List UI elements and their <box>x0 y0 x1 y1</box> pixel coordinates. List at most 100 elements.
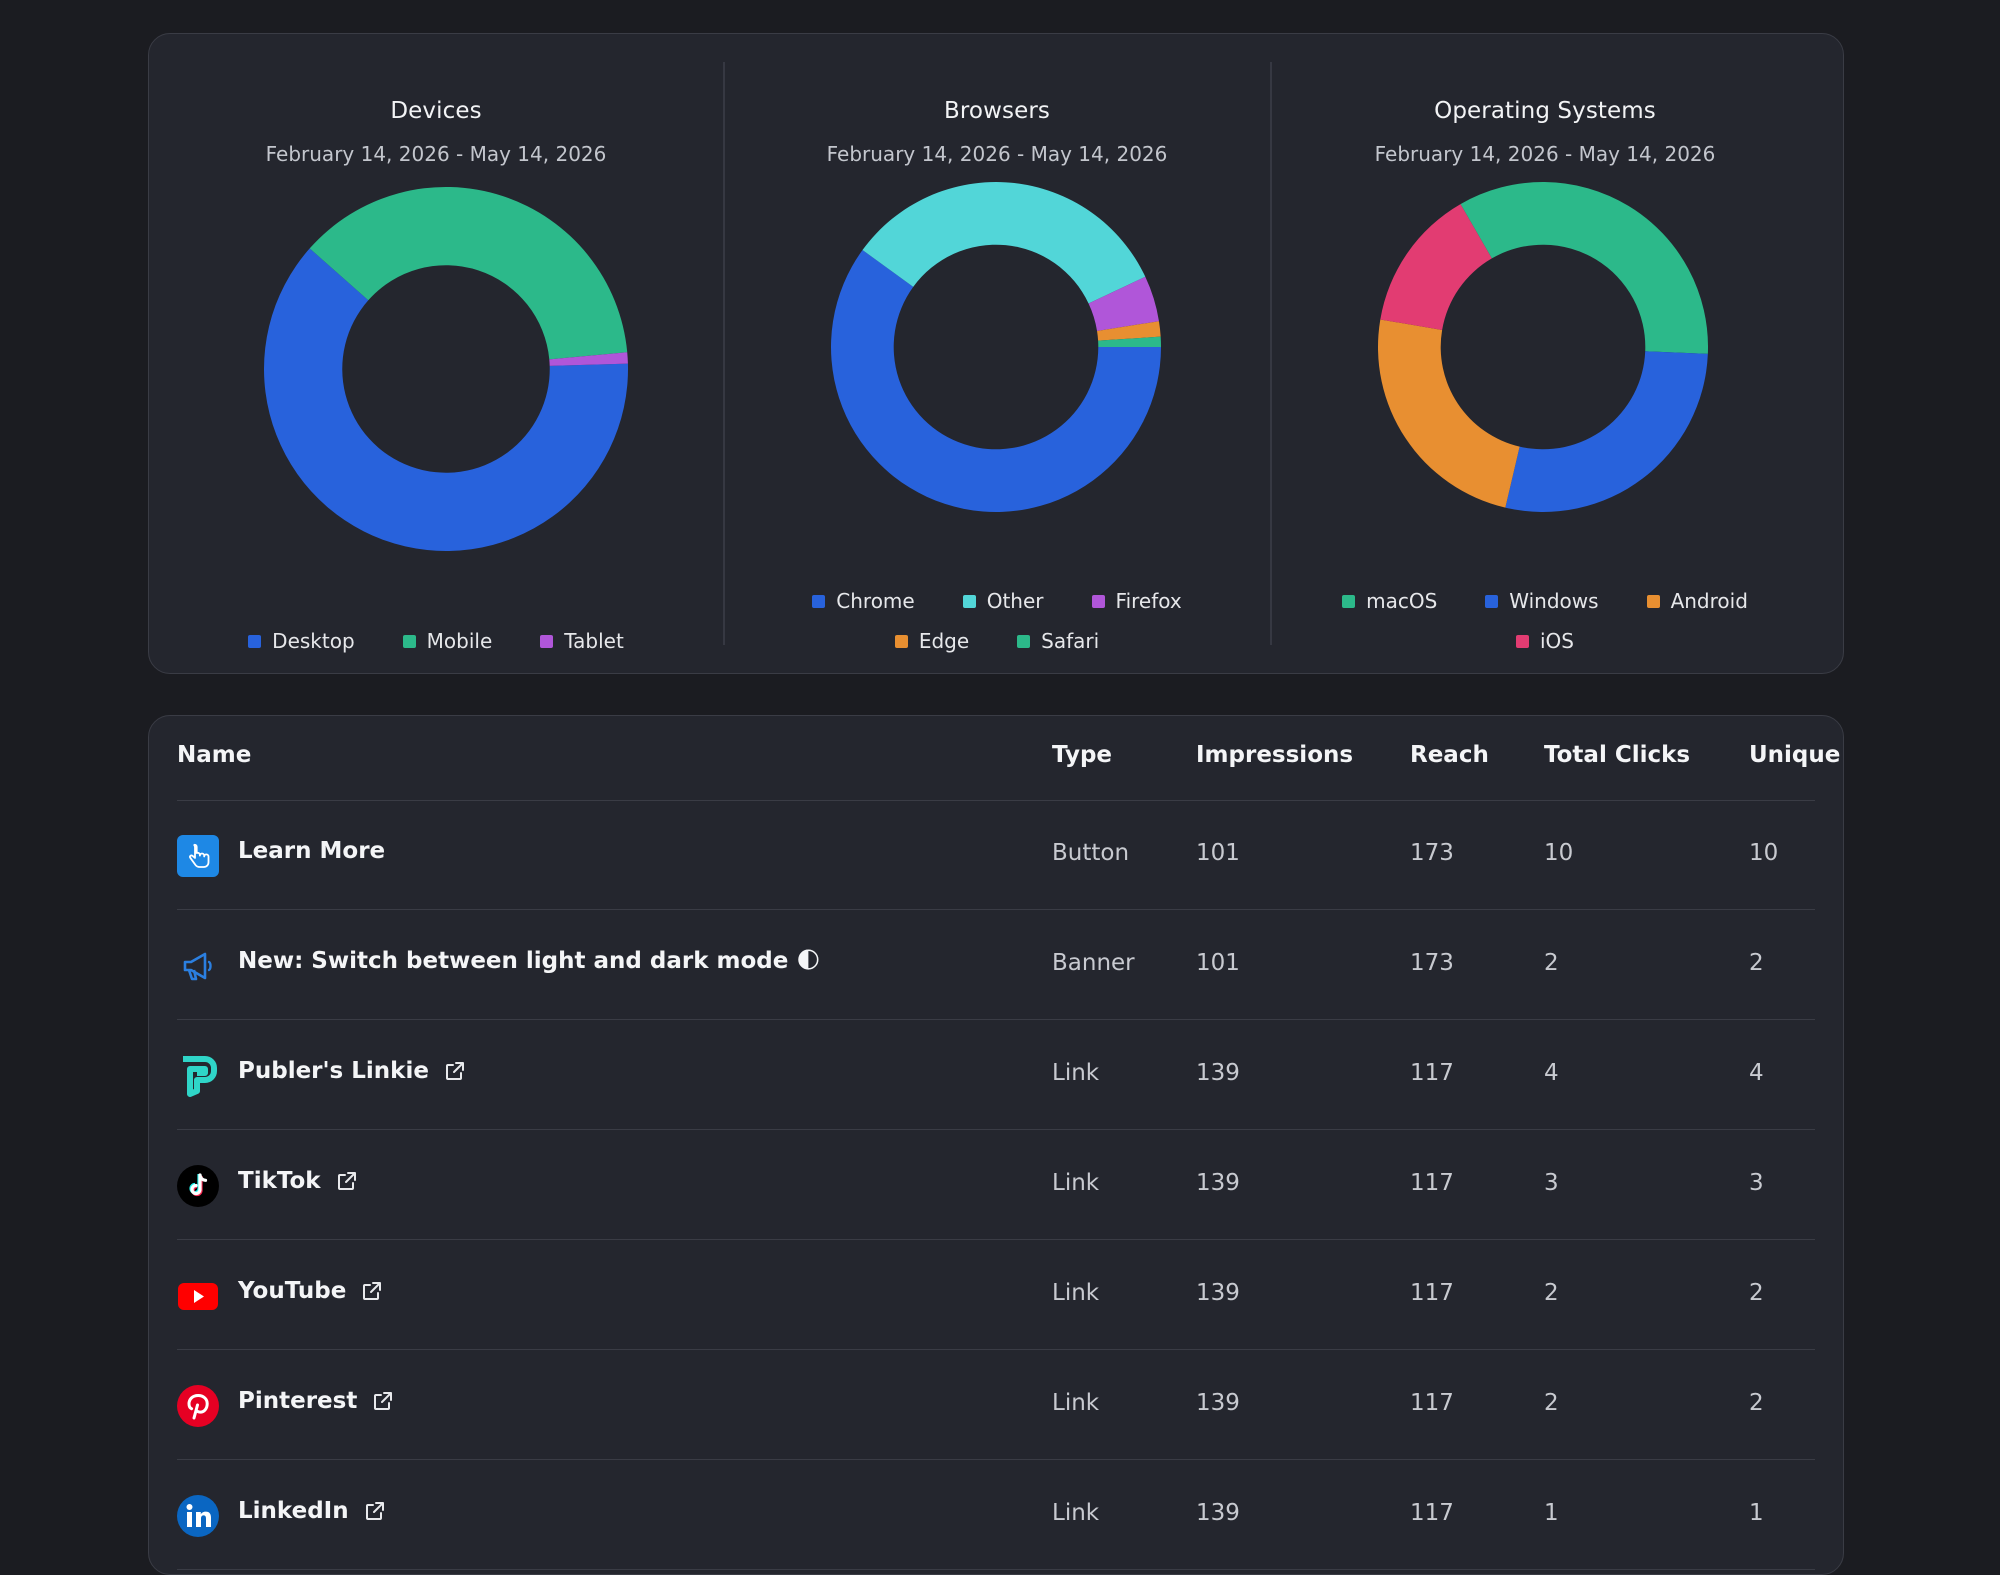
table-row[interactable]: Learn More Button 101 173 10 10 <box>177 800 1815 910</box>
tiktok-logo-icon <box>177 1165 219 1207</box>
row-name-label: Pinterest <box>238 1388 358 1414</box>
row-name-label: TikTok <box>238 1168 321 1194</box>
external-link-icon[interactable] <box>363 1499 387 1523</box>
legend-row: Desktop Mobile Tablet <box>149 629 723 653</box>
legend-label: Android <box>1670 589 1748 613</box>
column-header-impressions[interactable]: Impressions <box>1196 742 1354 768</box>
row-type: Link <box>1052 1170 1100 1196</box>
column-header-reach[interactable]: Reach <box>1410 742 1489 768</box>
legend-swatch <box>1485 594 1499 608</box>
legend-label: Safari <box>1041 629 1100 653</box>
legend-label: Desktop <box>272 629 355 653</box>
row-total-clicks: 2 <box>1544 950 1559 976</box>
os-legend: macOS Windows Android iOS <box>1271 589 1819 669</box>
external-link-icon[interactable] <box>335 1169 359 1193</box>
pinterest-logo-icon <box>177 1385 219 1427</box>
row-name-label: New: Switch between light and dark mode … <box>238 948 821 974</box>
donut-slice-android[interactable] <box>1378 319 1520 508</box>
legend-item-android[interactable]: Android <box>1646 589 1748 613</box>
row-name: Publer's Linkie <box>238 1058 467 1084</box>
donut-slice-mobile[interactable] <box>309 187 628 360</box>
legend-swatch <box>1017 634 1031 648</box>
table-row[interactable]: TikTok Link 139 117 3 3 <box>177 1130 1815 1240</box>
row-total-clicks: 2 <box>1544 1390 1559 1416</box>
legend-item-other[interactable]: Other <box>962 589 1044 613</box>
chart-date-range: February 14, 2026 - May 14, 2026 <box>265 142 607 166</box>
row-reach: 117 <box>1410 1390 1454 1416</box>
panel-divider <box>1270 62 1272 645</box>
donut-slice-windows[interactable] <box>1505 351 1708 512</box>
column-header-unique-clicks[interactable]: Unique Clicks <box>1749 742 1843 768</box>
row-unique-clicks: 2 <box>1749 1280 1764 1306</box>
table-row[interactable]: LinkedIn Link 139 117 1 1 <box>177 1460 1815 1570</box>
legend-label: iOS <box>1540 629 1574 653</box>
row-name: Learn More <box>238 838 385 864</box>
table-row[interactable]: Pinterest Link 139 117 2 2 <box>177 1350 1815 1460</box>
legend-swatch <box>1091 594 1105 608</box>
row-unique-clicks: 10 <box>1749 840 1779 866</box>
donut-slice-other[interactable] <box>862 182 1146 304</box>
row-total-clicks: 1 <box>1544 1500 1559 1526</box>
legend-item-tablet[interactable]: Tablet <box>540 629 624 653</box>
row-reach: 117 <box>1410 1060 1454 1086</box>
row-name-label: YouTube <box>238 1278 347 1304</box>
devices-panel: Devices February 14, 2026 - May 14, 2026… <box>149 34 723 675</box>
table-row[interactable]: New: Switch between light and dark mode … <box>177 910 1815 1020</box>
row-unique-clicks: 4 <box>1749 1060 1764 1086</box>
legend-swatch <box>1516 634 1529 648</box>
legend-item-firefox[interactable]: Firefox <box>1091 589 1182 613</box>
legend-item-desktop[interactable]: Desktop <box>248 629 355 653</box>
donut-slice-desktop[interactable] <box>264 248 628 551</box>
legend-item-edge[interactable]: Edge <box>894 629 969 653</box>
donut-slice-edge[interactable] <box>1097 321 1161 341</box>
row-total-clicks: 10 <box>1544 840 1574 866</box>
legend-item-windows[interactable]: Windows <box>1485 589 1599 613</box>
chart-title: Operating Systems <box>1434 98 1656 124</box>
donut-slice-chrome[interactable] <box>831 250 1161 512</box>
legend-item-ios[interactable]: iOS <box>1516 629 1574 653</box>
column-header-name[interactable]: Name <box>177 742 252 768</box>
legend-item-macos[interactable]: macOS <box>1342 589 1437 613</box>
row-type: Link <box>1052 1390 1100 1416</box>
chart-date-range: February 14, 2026 - May 14, 2026 <box>826 142 1168 166</box>
row-unique-clicks: 2 <box>1749 950 1764 976</box>
chart-date-range: February 14, 2026 - May 14, 2026 <box>1374 142 1716 166</box>
browsers-legend: Chrome Other Firefox Edge Safari <box>724 589 1270 669</box>
row-name-label: Learn More <box>238 838 386 864</box>
row-type: Link <box>1052 1060 1100 1086</box>
legend-swatch <box>1646 594 1660 608</box>
legend-item-mobile[interactable]: Mobile <box>402 629 492 653</box>
donut-slice-ios[interactable] <box>1380 204 1492 330</box>
row-type: Link <box>1052 1280 1100 1306</box>
donut-slice-macos[interactable] <box>1460 182 1709 354</box>
row-reach: 173 <box>1410 840 1454 866</box>
donut-slice-safari[interactable] <box>1098 336 1161 347</box>
legend-label: Firefox <box>1115 589 1182 613</box>
external-link-icon[interactable] <box>443 1059 467 1083</box>
column-header-total-clicks[interactable]: Total Clicks <box>1544 742 1691 768</box>
table-row[interactable]: YouTube Link 139 117 2 2 <box>177 1240 1815 1350</box>
chart-title: Browsers <box>944 98 1050 124</box>
column-header-type[interactable]: Type <box>1052 742 1113 768</box>
external-link-icon[interactable] <box>360 1279 384 1303</box>
legend-item-chrome[interactable]: Chrome <box>812 589 915 613</box>
row-name: LinkedIn <box>238 1498 387 1524</box>
legend-swatch <box>812 594 826 608</box>
donut-slice-tablet[interactable] <box>549 352 628 366</box>
legend-item-safari[interactable]: Safari <box>1017 629 1099 653</box>
donut-slice-firefox[interactable] <box>1088 276 1159 331</box>
row-impressions: 101 <box>1196 840 1240 866</box>
row-unique-clicks: 1 <box>1749 1500 1764 1526</box>
table-header: Name Type Impressions Reach Total Clicks… <box>177 716 1843 801</box>
row-impressions: 139 <box>1196 1390 1240 1416</box>
row-name: YouTube <box>238 1278 384 1304</box>
row-type: Banner <box>1052 950 1135 976</box>
table-row[interactable]: Publer's Linkie Link 139 117 4 4 <box>177 1020 1815 1130</box>
chart-title: Devices <box>390 98 482 124</box>
legend-swatch <box>248 634 262 648</box>
devices-donut-chart <box>264 187 628 551</box>
external-link-icon[interactable] <box>371 1389 395 1413</box>
megaphone-icon <box>177 945 219 987</box>
row-type: Button <box>1052 840 1130 866</box>
browsers-panel: Browsers February 14, 2026 - May 14, 202… <box>724 34 1270 675</box>
